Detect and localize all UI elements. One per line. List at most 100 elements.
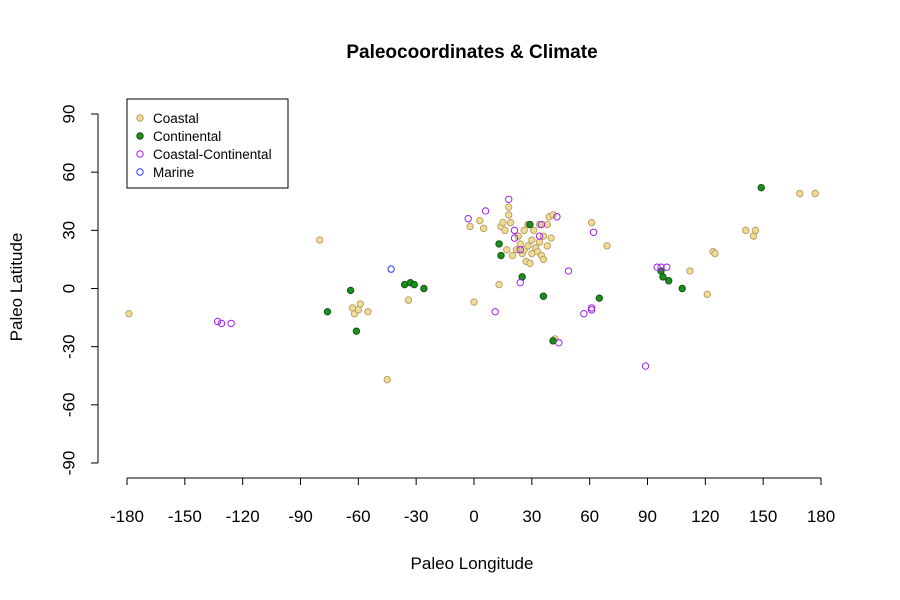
legend-marker-marine (136, 168, 144, 176)
point-continental (665, 277, 673, 285)
y-tick-label: -60 (59, 393, 78, 418)
point-coastal (796, 189, 804, 198)
x-tick-label: -30 (404, 507, 429, 526)
y-tick-label: -90 (59, 451, 78, 476)
point-coastal-continental (564, 267, 573, 275)
point-coastal (528, 236, 536, 244)
x-tick-label: -180 (110, 507, 144, 526)
point-coastal (501, 226, 509, 235)
point-coastal-continental (510, 226, 519, 235)
point-coastal (506, 218, 515, 227)
point-coastal-continental (481, 207, 490, 215)
point-coastal (505, 211, 513, 219)
point-coastal-continental (537, 220, 546, 229)
x-axis-label: Paleo Longitude (411, 554, 534, 573)
x-tick-label: 180 (807, 507, 835, 526)
point-coastal (751, 226, 760, 235)
point-coastal-continental (663, 263, 671, 271)
point-coastal-continental (516, 278, 524, 287)
point-coastal (512, 246, 521, 254)
point-coastal-continental (227, 319, 235, 328)
legend-box (126, 98, 289, 189)
point-coastal (686, 267, 694, 275)
x-tick-label: 90 (638, 507, 657, 526)
data-points (125, 183, 819, 384)
point-coastal (524, 242, 532, 250)
point-coastal (503, 246, 511, 254)
x-tick-label: -90 (288, 507, 313, 526)
point-coastal (603, 242, 611, 250)
point-coastal-continental (653, 263, 661, 271)
point-coastal-continental (641, 362, 650, 370)
point-coastal (711, 249, 719, 258)
x-tick-label: 150 (749, 507, 777, 526)
point-coastal (539, 255, 548, 264)
point-continental (497, 251, 505, 260)
point-coastal-continental (213, 317, 222, 326)
x-tick-label: 30 (522, 507, 541, 526)
point-coastal-continental (516, 246, 524, 254)
point-coastal-continental (589, 228, 598, 236)
point-coastal (703, 290, 711, 299)
x-tick-label: 120 (691, 507, 719, 526)
point-coastal (549, 211, 557, 219)
legend-label-coastal: Coastal (153, 111, 199, 126)
legend-marker-coastal-continental (136, 150, 144, 158)
point-coastal (495, 280, 503, 289)
point-coastal-continental (491, 308, 499, 316)
point-coastal (466, 222, 474, 231)
point-coastal-continental (580, 310, 588, 318)
y-axis-label: Paleo Latitude (7, 233, 26, 342)
chart-title: Paleocoordinates & Climate (346, 42, 597, 63)
point-continental (323, 308, 332, 316)
point-coastal-continental (657, 263, 665, 271)
point-coastal (125, 310, 133, 318)
point-coastal-continental (587, 304, 596, 312)
point-coastal (547, 234, 555, 242)
point-coastal (508, 251, 517, 260)
point-continental (526, 220, 534, 229)
point-continental (346, 286, 355, 295)
point-coastal (520, 226, 528, 235)
y-tick-label: 60 (59, 163, 78, 182)
point-coastal (364, 308, 372, 316)
x-tick-label: -60 (346, 507, 371, 526)
point-coastal-continental (505, 195, 513, 204)
point-coastal-continental (587, 306, 596, 314)
point-coastal (535, 220, 544, 229)
point-coastal (587, 218, 596, 227)
point-continental (757, 183, 765, 192)
point-coastal-continental (464, 215, 472, 223)
point-coastal (530, 226, 538, 235)
point-continental (352, 327, 361, 335)
point-continental (495, 240, 503, 248)
legend-marker-continental (136, 132, 144, 140)
point-coastal (526, 259, 534, 267)
legend-label-marine: Marine (153, 165, 194, 180)
point-marine (387, 265, 395, 273)
point-continental (420, 284, 428, 293)
x-tick-label: -120 (226, 507, 260, 526)
point-coastal (316, 236, 324, 244)
point-coastal (476, 216, 484, 225)
point-coastal-continental (510, 234, 519, 242)
point-coastal (543, 220, 551, 229)
point-coastal (499, 218, 507, 227)
y-tick-label: 0 (59, 284, 78, 293)
x-tick-label: 0 (469, 507, 478, 526)
point-coastal (356, 300, 364, 308)
point-coastal (505, 203, 513, 211)
point-coastal (479, 224, 488, 233)
point-continental (659, 273, 667, 281)
point-coastal (383, 375, 391, 384)
point-coastal (514, 232, 523, 240)
x-tick-label: 60 (580, 507, 599, 526)
point-coastal (516, 240, 524, 248)
y-axis: -90 -60 -30 0 30 60 90 (59, 105, 99, 476)
x-tick-label: -150 (168, 507, 202, 526)
legend-label-continental: Continental (153, 129, 221, 144)
y-tick-label: -30 (59, 334, 78, 359)
legend-label-coastal-continental: Coastal-Continental (153, 147, 272, 162)
point-continental (595, 294, 604, 302)
